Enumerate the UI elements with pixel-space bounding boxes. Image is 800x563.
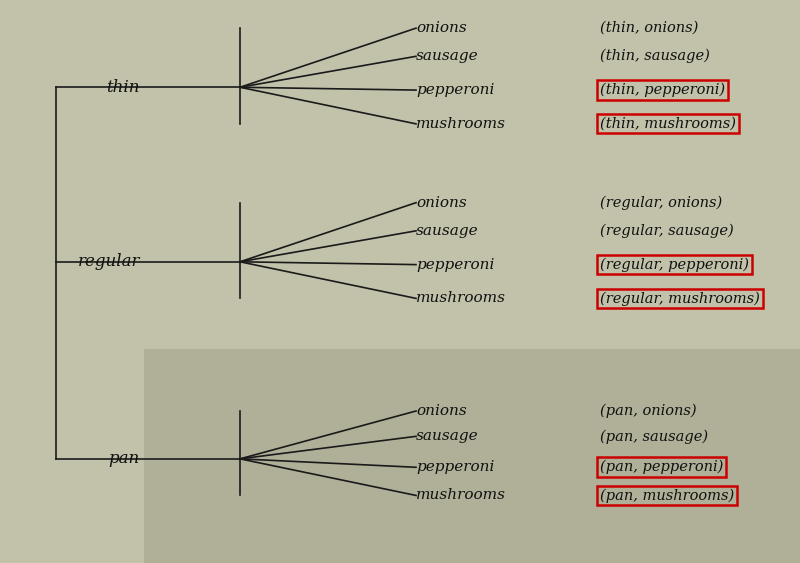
Text: (regular, pepperoni): (regular, pepperoni) <box>600 257 749 272</box>
Text: (thin, mushrooms): (thin, mushrooms) <box>600 117 736 131</box>
Text: regular: regular <box>78 253 140 270</box>
Text: (pan, onions): (pan, onions) <box>600 404 697 418</box>
Text: (thin, sausage): (thin, sausage) <box>600 49 710 64</box>
Text: thin: thin <box>106 79 140 96</box>
Text: (pan, sausage): (pan, sausage) <box>600 429 708 444</box>
Text: pepperoni: pepperoni <box>416 461 494 474</box>
Text: onions: onions <box>416 196 466 209</box>
Text: (regular, mushrooms): (regular, mushrooms) <box>600 291 760 306</box>
Text: (regular, onions): (regular, onions) <box>600 195 722 210</box>
Text: pan: pan <box>109 450 140 467</box>
Text: pepperoni: pepperoni <box>416 83 494 97</box>
Text: onions: onions <box>416 21 466 35</box>
Text: mushrooms: mushrooms <box>416 117 506 131</box>
Text: (pan, mushrooms): (pan, mushrooms) <box>600 488 734 503</box>
Text: (regular, sausage): (regular, sausage) <box>600 224 734 238</box>
Text: (pan, pepperoni): (pan, pepperoni) <box>600 460 723 475</box>
Text: pepperoni: pepperoni <box>416 258 494 271</box>
Text: sausage: sausage <box>416 430 478 443</box>
Text: sausage: sausage <box>416 224 478 238</box>
Text: onions: onions <box>416 404 466 418</box>
Text: (thin, pepperoni): (thin, pepperoni) <box>600 83 725 97</box>
Bar <box>144 349 800 563</box>
Text: sausage: sausage <box>416 50 478 63</box>
Text: (thin, onions): (thin, onions) <box>600 21 698 35</box>
Text: mushrooms: mushrooms <box>416 489 506 502</box>
Text: mushrooms: mushrooms <box>416 292 506 305</box>
